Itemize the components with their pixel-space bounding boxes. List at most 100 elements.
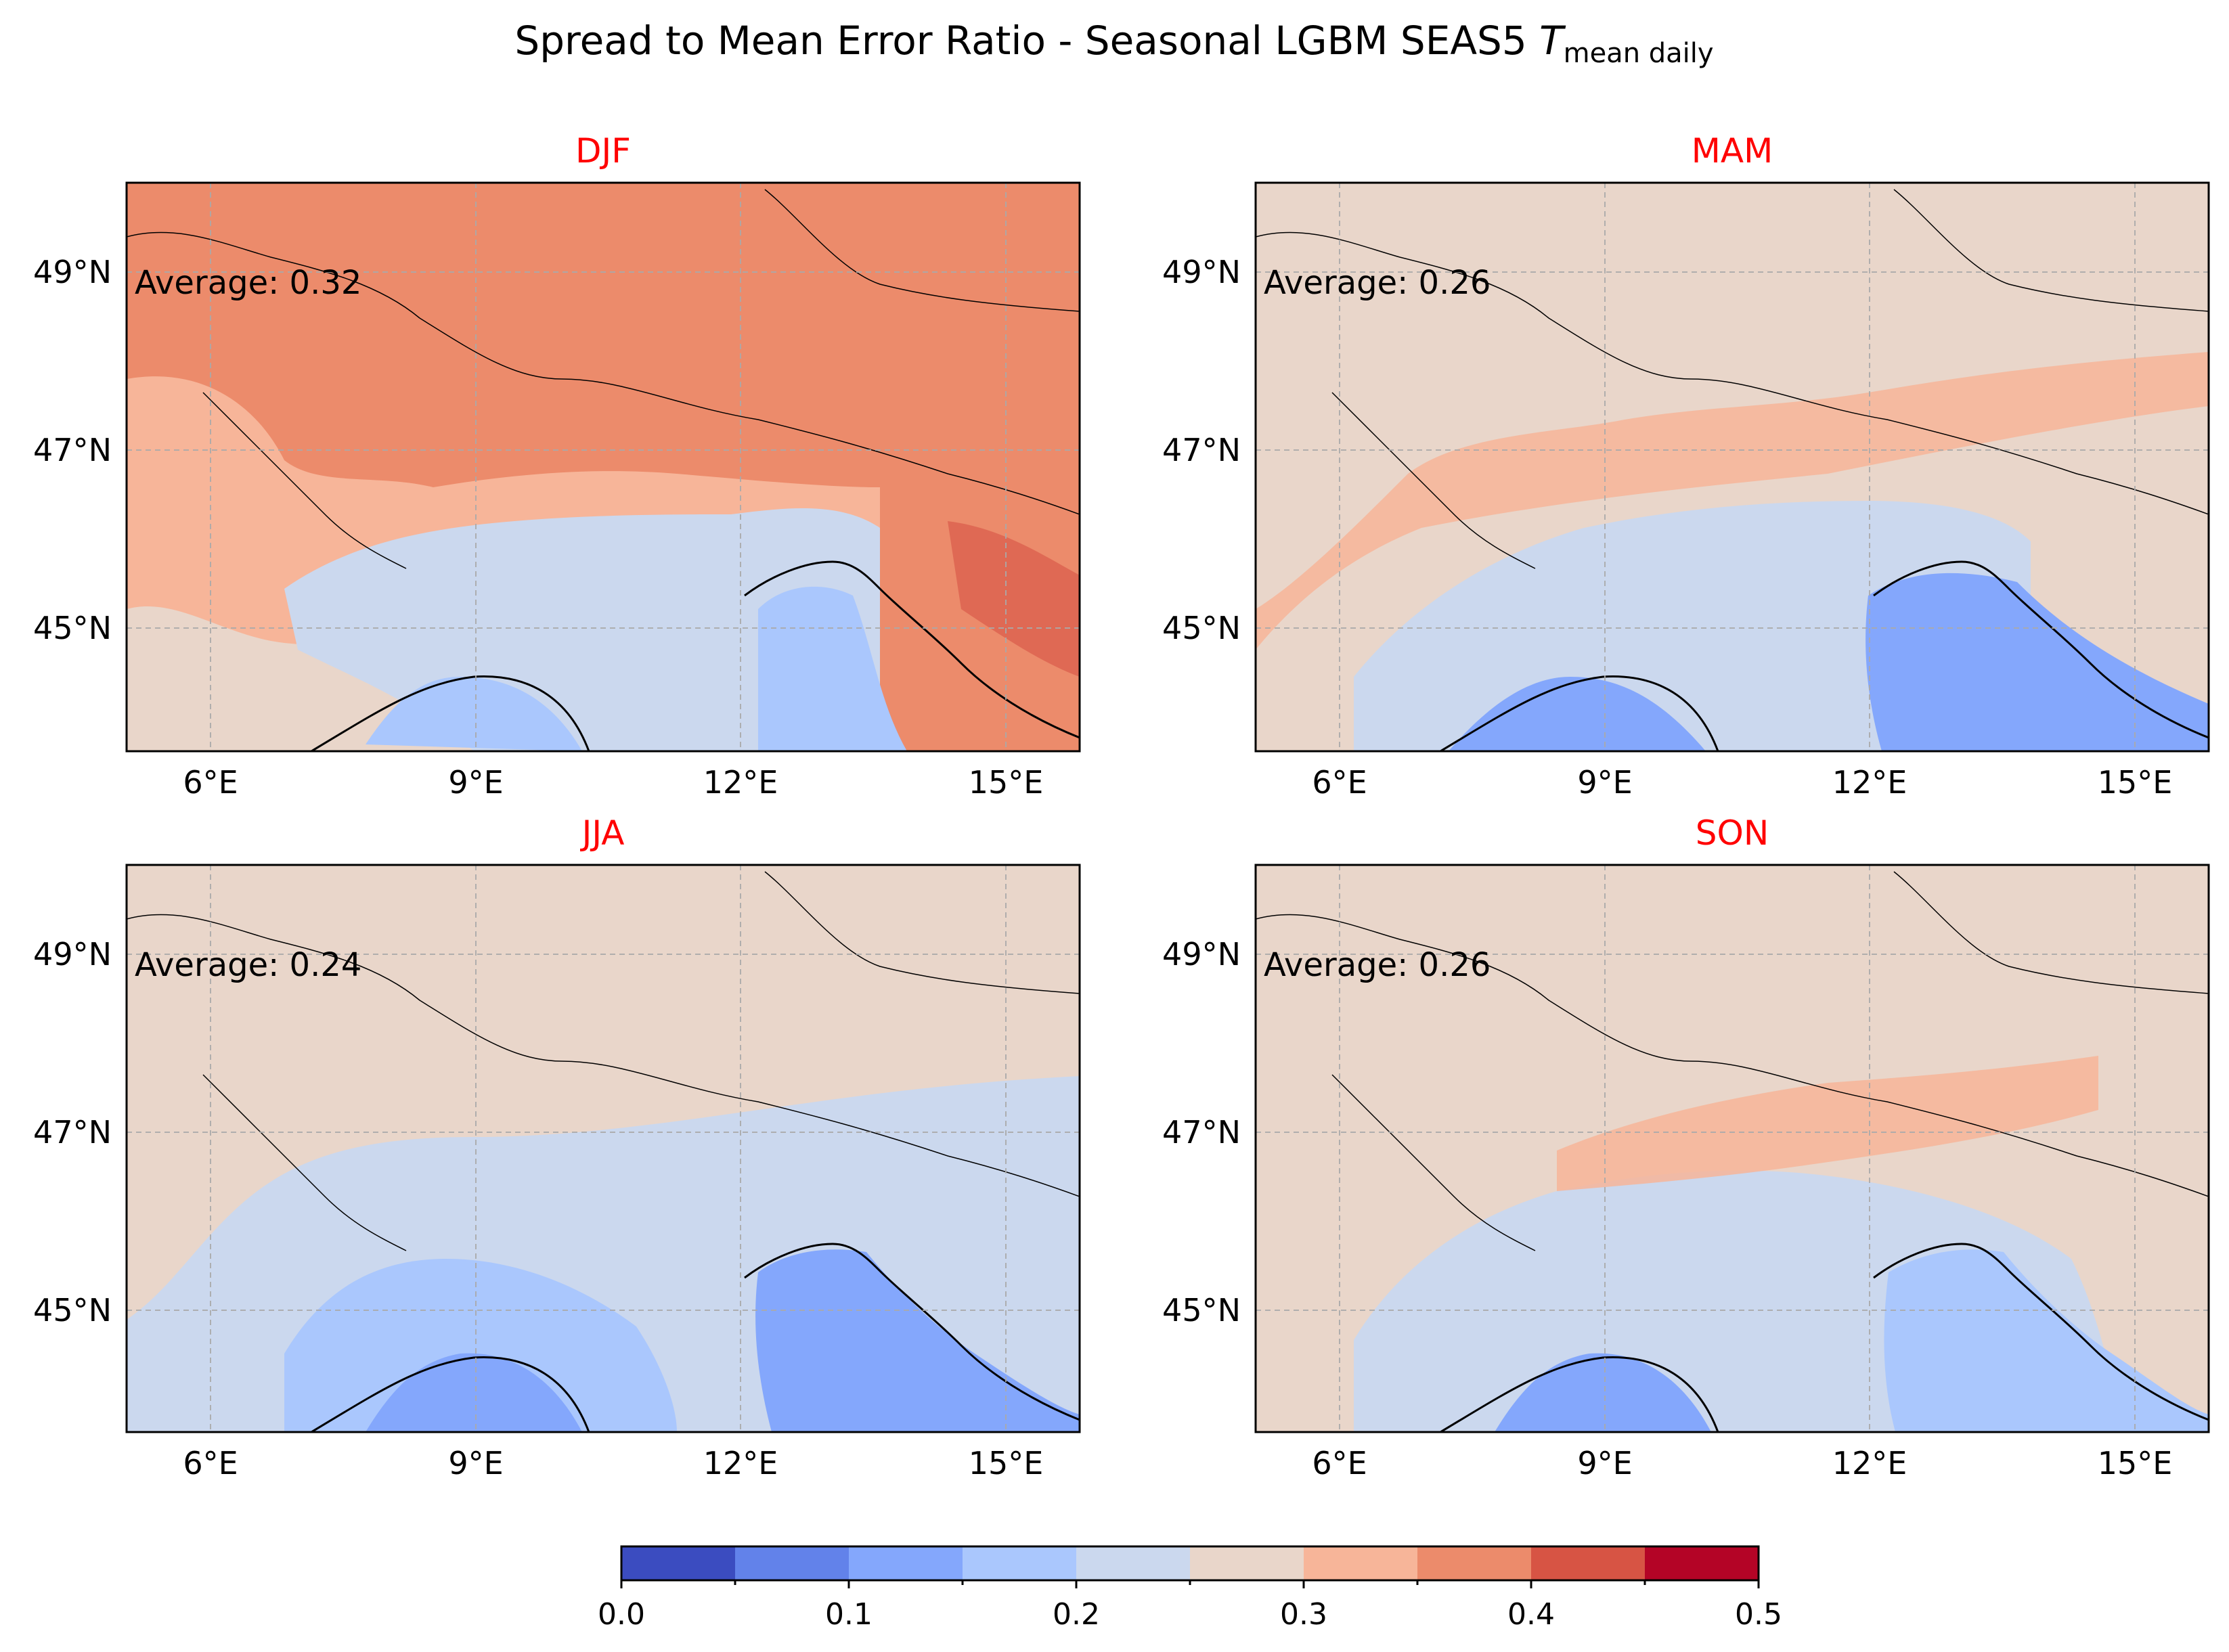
lat-tick: 47°N bbox=[33, 432, 112, 468]
field-region-sea-near bbox=[1354, 501, 2031, 751]
field-region-high bbox=[948, 521, 1080, 677]
border-line-3 bbox=[764, 189, 1080, 312]
colorbar-tick-label: 0.4 bbox=[1507, 1597, 1555, 1632]
map-frame-mam bbox=[1254, 181, 2210, 753]
colorbar-tick-label: 0.1 bbox=[825, 1597, 873, 1632]
field-region-sea bbox=[1866, 573, 2209, 751]
lon-ticks-jja: 6°E 9°E 12°E 15°E bbox=[183, 1445, 1043, 1481]
field-region-ligurian bbox=[366, 677, 582, 751]
border-line-3 bbox=[1893, 189, 2209, 312]
colorbar-ticks bbox=[620, 1580, 1760, 1588]
lon-tick: 15°E bbox=[2098, 1445, 2173, 1481]
field-region-adriatic bbox=[755, 1249, 1080, 1432]
lon-tick: 12°E bbox=[1832, 1445, 1907, 1481]
border-line-3 bbox=[764, 871, 1080, 994]
panel-title-jja: JJA bbox=[580, 813, 625, 853]
map-frame-son bbox=[1254, 864, 2210, 1433]
lat-tick: 45°N bbox=[33, 1292, 112, 1329]
lon-tick: 6°E bbox=[183, 1445, 238, 1481]
lon-tick: 6°E bbox=[1312, 764, 1367, 801]
lat-ticks-mam: 49°N 47°N 45°N bbox=[1162, 254, 1241, 646]
colorbar-bin bbox=[1190, 1546, 1304, 1580]
lat-tick: 49°N bbox=[1162, 936, 1241, 973]
coastline-adriatic bbox=[1873, 1243, 2209, 1421]
colorbar-bin bbox=[1645, 1546, 1759, 1580]
lon-ticks-son: 6°E 9°E 12°E 15°E bbox=[1312, 1445, 2172, 1481]
lon-tick: 9°E bbox=[448, 764, 503, 801]
colorbar-bin bbox=[1531, 1546, 1646, 1580]
average-label-jja: Average: 0.24 bbox=[135, 946, 361, 984]
gridlines-son bbox=[1256, 865, 2209, 1432]
border-line-1 bbox=[1256, 914, 2209, 1197]
border-line-1 bbox=[127, 914, 1080, 1197]
lat-tick: 45°N bbox=[1162, 610, 1241, 646]
colorbar-bin bbox=[1304, 1546, 1418, 1580]
field-region-sea bbox=[284, 1259, 677, 1432]
lat-tick: 47°N bbox=[1162, 1114, 1241, 1151]
lon-tick: 12°E bbox=[703, 764, 778, 801]
colorbar-bin bbox=[735, 1546, 849, 1580]
border-line-2 bbox=[202, 392, 407, 569]
lon-ticks-mam: 6°E 9°E 12°E 15°E bbox=[1312, 764, 2172, 801]
lat-tick: 45°N bbox=[33, 610, 112, 646]
lon-tick: 9°E bbox=[1577, 1445, 1632, 1481]
figure-title: Spread to Mean Error Ratio - Seasonal LG… bbox=[514, 18, 1713, 69]
lon-tick: 6°E bbox=[1312, 1445, 1367, 1481]
title-var: T bbox=[1539, 18, 1566, 64]
lon-tick: 12°E bbox=[1832, 764, 1907, 801]
colorbar-tick-label: 0.0 bbox=[598, 1597, 645, 1632]
panel-title-son: SON bbox=[1696, 813, 1769, 853]
lon-tick: 15°E bbox=[2098, 764, 2173, 801]
colorbar-bin bbox=[621, 1546, 736, 1580]
lon-tick: 9°E bbox=[448, 1445, 503, 1481]
panel-son: SON Average: 0.26 6°E 9°E 12°E 15°E bbox=[1162, 813, 2210, 1481]
colorbar-bin bbox=[1076, 1546, 1191, 1580]
lat-ticks-son: 49°N 47°N 45°N bbox=[1162, 936, 1241, 1329]
colorbar-tick-labels: 0.0 0.1 0.2 0.3 0.4 0.5 bbox=[598, 1597, 1782, 1632]
colorbar-tick-label: 0.5 bbox=[1735, 1597, 1782, 1632]
coastline-adriatic bbox=[744, 560, 1080, 739]
map-frame-djf bbox=[125, 181, 1081, 753]
field-region-secondary bbox=[1256, 352, 2209, 650]
gridlines-djf bbox=[127, 183, 1080, 751]
colorbar-bin bbox=[963, 1546, 1077, 1580]
panel-title-djf: DJF bbox=[575, 131, 631, 171]
map-field-djf bbox=[127, 183, 1080, 751]
lat-tick: 49°N bbox=[33, 936, 112, 973]
map-field-mam bbox=[1256, 183, 2209, 751]
lat-tick: 49°N bbox=[1162, 254, 1241, 290]
lat-ticks-jja: 49°N 47°N 45°N bbox=[33, 936, 112, 1329]
map-field-son bbox=[1256, 865, 2209, 1432]
colorbar-bins bbox=[621, 1546, 1759, 1580]
lon-tick: 15°E bbox=[969, 1445, 1044, 1481]
lon-tick: 9°E bbox=[1577, 764, 1632, 801]
gridlines-mam bbox=[1256, 183, 2209, 751]
field-region-adriatic bbox=[1884, 1249, 2209, 1432]
map-field-jja bbox=[127, 865, 1080, 1432]
title-main: Spread to Mean Error Ratio - Seasonal LG… bbox=[514, 18, 1539, 64]
coastline-west bbox=[311, 1356, 590, 1432]
colorbar-tick-label: 0.2 bbox=[1053, 1597, 1100, 1632]
border-line-2 bbox=[202, 1074, 407, 1251]
colorbar-bin bbox=[849, 1546, 963, 1580]
border-line-3 bbox=[1893, 871, 2209, 994]
panel-mam: MAM Average: 0.26 6°E 9°E 12°E 15°E bbox=[1162, 131, 2210, 801]
average-label-djf: Average: 0.32 bbox=[135, 264, 361, 302]
border-line-1 bbox=[127, 231, 1080, 515]
panel-djf: DJF Average: 0.32 6°E 9°E 12°E 15°E bbox=[33, 131, 1081, 801]
border-line-2 bbox=[1331, 392, 1536, 569]
field-region-ligurian bbox=[1449, 677, 1706, 751]
lat-tick: 49°N bbox=[33, 254, 112, 290]
map-frame-jja bbox=[125, 864, 1081, 1433]
coastline-west bbox=[311, 675, 590, 751]
lon-tick: 15°E bbox=[969, 764, 1044, 801]
average-label-mam: Average: 0.26 bbox=[1264, 264, 1491, 302]
border-line-1 bbox=[1256, 231, 2209, 515]
lat-tick: 47°N bbox=[33, 1114, 112, 1151]
lon-ticks-djf: 6°E 9°E 12°E 15°E bbox=[183, 764, 1043, 801]
title-subscript: mean daily bbox=[1564, 38, 1714, 69]
colorbar: 0.0 0.1 0.2 0.3 0.4 0.5 bbox=[598, 1545, 1782, 1632]
lon-tick: 12°E bbox=[703, 1445, 778, 1481]
colorbar-tick-label: 0.3 bbox=[1280, 1597, 1327, 1632]
